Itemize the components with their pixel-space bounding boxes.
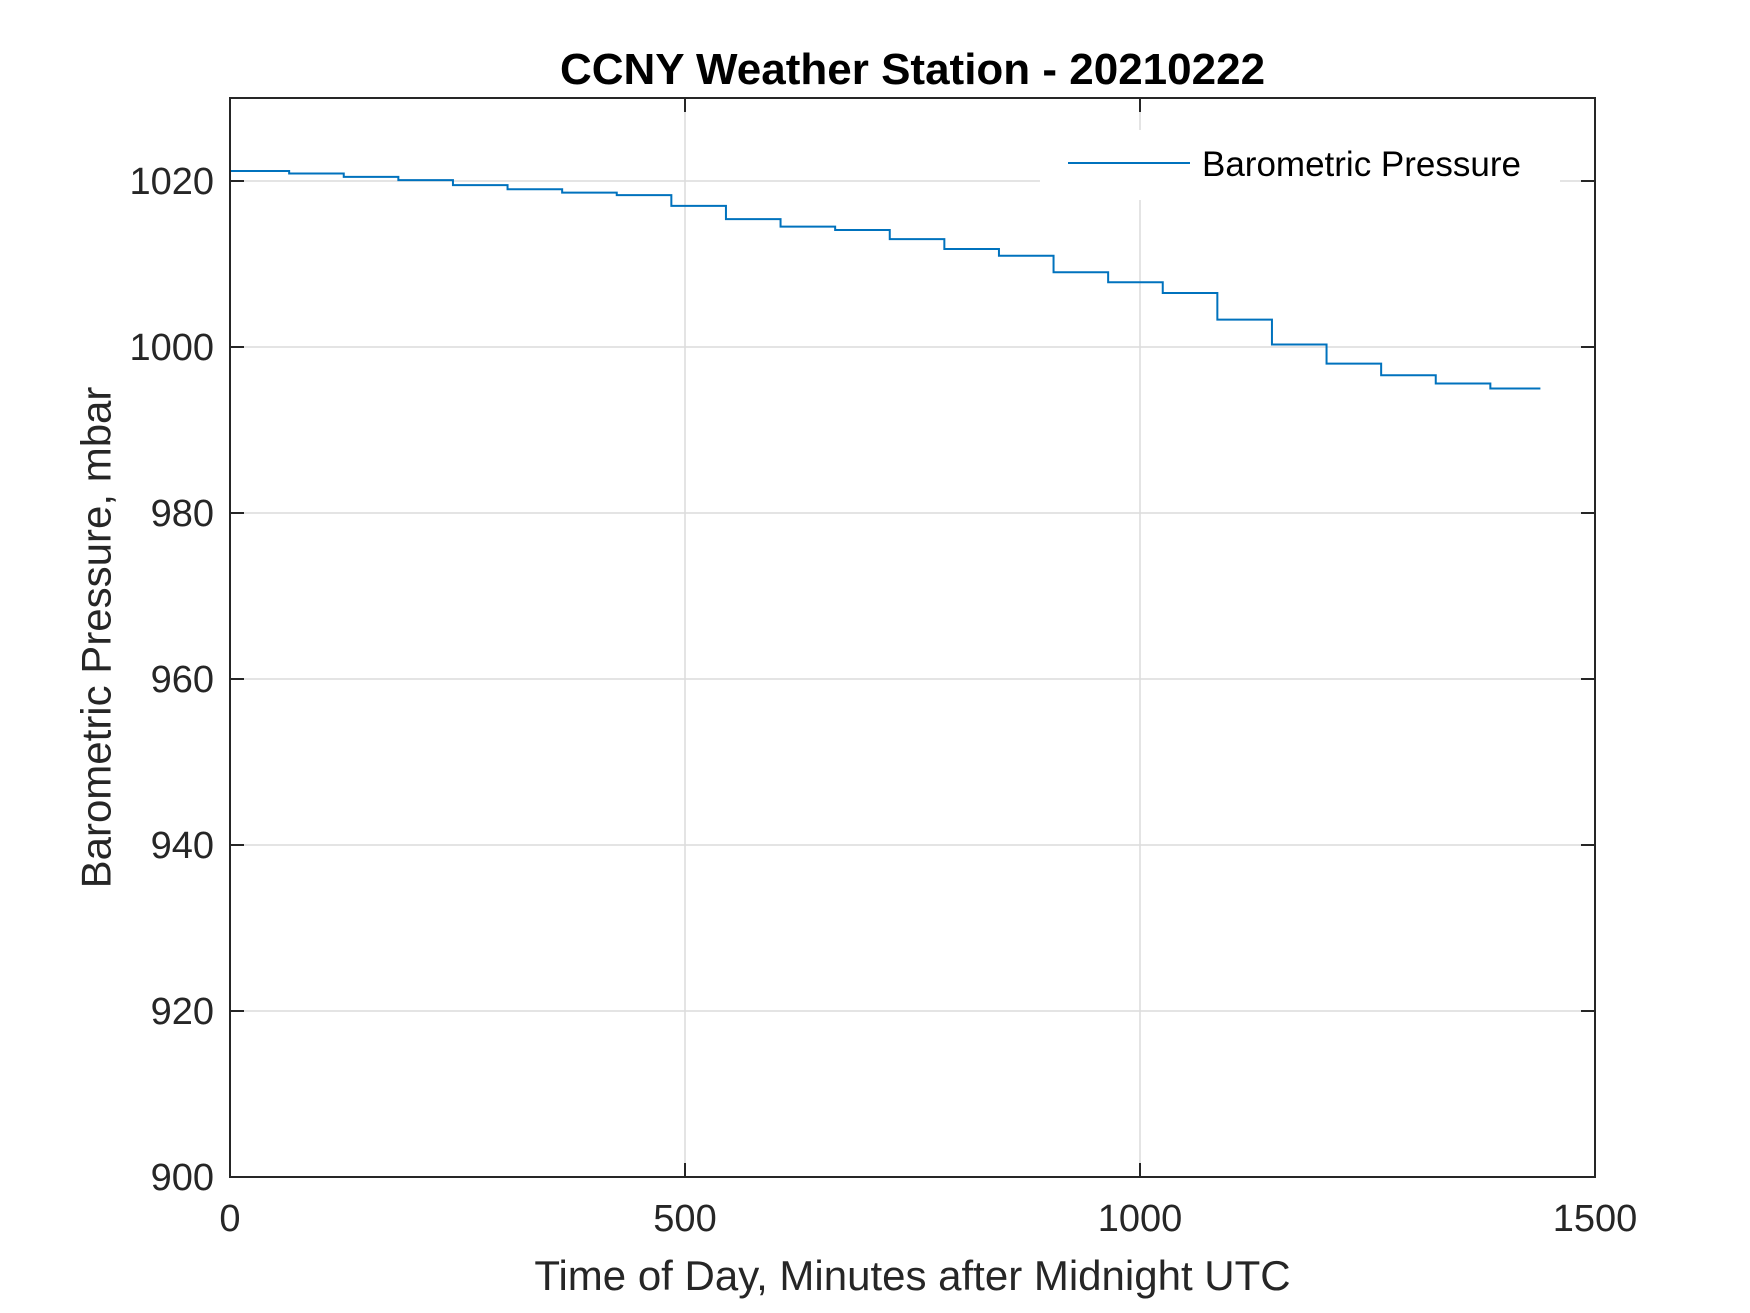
y-tick-label: 900 (151, 1157, 214, 1199)
y-tick-labels: 900 920 940 960 980 1000 1020 (129, 161, 214, 1199)
x-tick-labels: 0 500 1000 1500 (219, 1198, 1637, 1240)
axis-ticks (229, 98, 1596, 1178)
y-tick-label: 1000 (129, 327, 214, 369)
x-tick-label: 1000 (1098, 1198, 1183, 1240)
grid-lines (230, 98, 1595, 1177)
y-tick-label: 980 (151, 493, 214, 535)
y-tick-label: 1020 (129, 161, 214, 203)
series-layer (230, 170, 1541, 390)
y-tick-label: 940 (151, 825, 214, 867)
plot-frame (229, 97, 1596, 1178)
x-axis-label: Time of Day, Minutes after Midnight UTC (534, 1252, 1290, 1299)
series-line-barometric-pressure (230, 170, 1541, 390)
legend-box (1040, 130, 1560, 200)
y-tick-label: 920 (151, 991, 214, 1033)
chart-title: CCNY Weather Station - 20210222 (560, 45, 1265, 94)
y-tick-label: 960 (151, 659, 214, 701)
y-axis-label: Barometric Pressure, mbar (73, 387, 120, 889)
x-tick-label: 500 (653, 1198, 716, 1240)
x-tick-label: 0 (219, 1198, 240, 1240)
legend-label-barometric-pressure: Barometric Pressure (1202, 145, 1521, 184)
legend: Barometric Pressure (1040, 130, 1560, 200)
x-tick-label: 1500 (1553, 1198, 1638, 1240)
